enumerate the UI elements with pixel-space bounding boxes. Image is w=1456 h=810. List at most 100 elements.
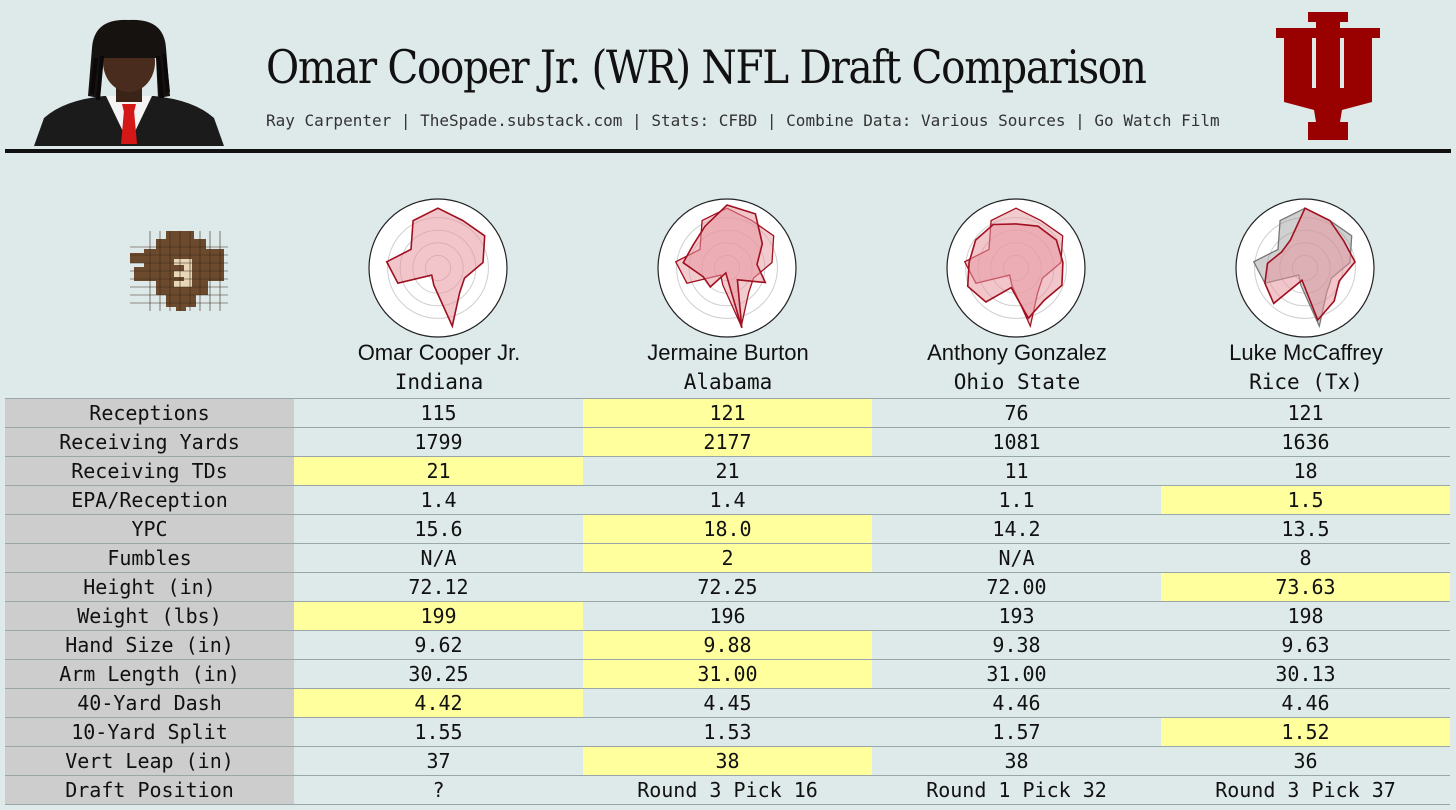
table-cell: 1.4 (583, 485, 872, 515)
row-label: Height (in) (5, 572, 294, 602)
table-cell: N/A (294, 543, 583, 573)
table-cell: 11 (872, 456, 1161, 486)
row-label: Weight (lbs) (5, 601, 294, 631)
row-label: 40-Yard Dash (5, 688, 294, 718)
radar-series (385, 207, 486, 329)
table-cell: 1636 (1161, 427, 1450, 457)
table-cell: 4.46 (872, 688, 1161, 718)
radar-charts (368, 198, 1375, 338)
table-cell: 9.62 (294, 630, 583, 660)
table-cell: 1.1 (872, 485, 1161, 515)
radar-series (966, 223, 1064, 320)
player-name-4: Luke McCaffrey (1229, 340, 1383, 365)
table-row: Receiving TDs 21 21 11 18 (5, 456, 1450, 486)
table-cell: 72.12 (294, 572, 583, 602)
player-name-1: Omar Cooper Jr. (357, 340, 521, 365)
table-cell: 1.52 (1161, 717, 1450, 747)
table-row: Receiving Yards 1799 2177 1081 1636 (5, 427, 1450, 457)
table-cell: 2177 (583, 427, 872, 457)
table-cell: 1.57 (872, 717, 1161, 747)
table-row: Draft Position? Round 3 Pick 16 Round 1 Pi… (5, 775, 1450, 805)
row-label: Fumbles (5, 543, 294, 573)
row-label: Receiving TDs (5, 456, 294, 486)
indiana-iu-logo (1276, 12, 1380, 140)
table-cell: 72.00 (872, 572, 1161, 602)
table-cell: 1.5 (1161, 485, 1450, 515)
spade-logo (130, 231, 228, 311)
table-cell: 193 (872, 601, 1161, 631)
radar-series (682, 204, 767, 329)
table-cell: 9.63 (1161, 630, 1450, 660)
table-row: Arm Length (in) 30.25 31.00 31.00 30.13 (5, 659, 1450, 689)
player-school-3: Ohio State (953, 370, 1081, 394)
table-cell: Round 3 Pick 16 (583, 775, 872, 805)
row-label: Draft Position (5, 775, 294, 805)
table-cell: 30.13 (1161, 659, 1450, 689)
page-subtitle: Ray Carpenter | TheSpade.substack.com | … (266, 111, 1220, 130)
player-school-2: Alabama (683, 370, 773, 394)
table-cell: 31.00 (872, 659, 1161, 689)
table-row: Fumbles N/A 2 N/A 8 (5, 543, 1450, 573)
table-row: 10-Yard Split 1.55 1.53 1.57 1.52 (5, 717, 1450, 747)
table-cell: Round 1 Pick 32 (872, 775, 1161, 805)
table-cell: ? (294, 775, 583, 805)
table-cell: 72.25 (583, 572, 872, 602)
table-cell: 4.45 (583, 688, 872, 718)
table-row: Height (in) 72.12 72.25 72.00 73.63 (5, 572, 1450, 602)
table-cell: 21 (294, 456, 583, 486)
table-cell: 31.00 (583, 659, 872, 689)
table-cell: 199 (294, 601, 583, 631)
table-cell: Round 3 Pick 37 (1161, 775, 1450, 805)
table-cell: 14.2 (872, 514, 1161, 544)
row-label: Receptions (5, 398, 294, 428)
table-cell: 9.88 (583, 630, 872, 660)
table-cell: 4.42 (294, 688, 583, 718)
table-cell: 1.53 (583, 717, 872, 747)
table-cell: 121 (1161, 398, 1450, 428)
table-row: YPC 15.6 18.0 14.2 13.5 (5, 514, 1450, 544)
row-label: EPA/Reception (5, 485, 294, 515)
header-divider (5, 149, 1451, 153)
table-cell: 21 (583, 456, 872, 486)
row-label: Receiving Yards (5, 427, 294, 457)
table-cell: 1.55 (294, 717, 583, 747)
table-cell: 9.38 (872, 630, 1161, 660)
table-cell: 76 (872, 398, 1161, 428)
row-label: Hand Size (in) (5, 630, 294, 660)
table-row: Vert Leap (in) 37 38 38 36 (5, 746, 1450, 776)
table-row: Receptions 115 121 76 121 (5, 398, 1450, 428)
table-cell: 8 (1161, 543, 1450, 573)
table-cell: 196 (583, 601, 872, 631)
table-cell: 38 (872, 746, 1161, 776)
table-row: EPA/Reception 1.4 1.4 1.1 1.5 (5, 485, 1450, 515)
player-school-1: Indiana (394, 370, 484, 394)
table-cell: 13.5 (1161, 514, 1450, 544)
table-cell: 15.6 (294, 514, 583, 544)
table-cell: 4.46 (1161, 688, 1450, 718)
table-cell: 18.0 (583, 514, 872, 544)
table-cell: 38 (583, 746, 872, 776)
row-label: YPC (5, 514, 294, 544)
page-title: Omar Cooper Jr. (WR) NFL Draft Compariso… (266, 40, 1147, 94)
table-cell: 198 (1161, 601, 1450, 631)
table-row: 40-Yard Dash 4.42 4.45 4.46 4.46 (5, 688, 1450, 718)
table-cell: 1081 (872, 427, 1161, 457)
table-cell: 115 (294, 398, 583, 428)
table-row: Weight (lbs) 199 196 193 198 (5, 601, 1450, 631)
row-label: Arm Length (in) (5, 659, 294, 689)
table-row: Hand Size (in) 9.62 9.88 9.38 9.63 (5, 630, 1450, 660)
player-name-2: Jermaine Burton (647, 340, 809, 365)
row-label: Vert Leap (in) (5, 746, 294, 776)
stats-table: Receptions 115 121 76 121 Receiving Yards 1799… (5, 398, 1450, 805)
table-cell: 121 (583, 398, 872, 428)
table-cell: 37 (294, 746, 583, 776)
table-cell: 1799 (294, 427, 583, 457)
player-school-4: Rice (Tx) (1249, 370, 1363, 394)
radar-series (1264, 207, 1356, 322)
table-cell: 18 (1161, 456, 1450, 486)
row-label: 10-Yard Split (5, 717, 294, 747)
table-cell: 2 (583, 543, 872, 573)
player-name-3: Anthony Gonzalez (927, 340, 1107, 365)
table-cell: N/A (872, 543, 1161, 573)
